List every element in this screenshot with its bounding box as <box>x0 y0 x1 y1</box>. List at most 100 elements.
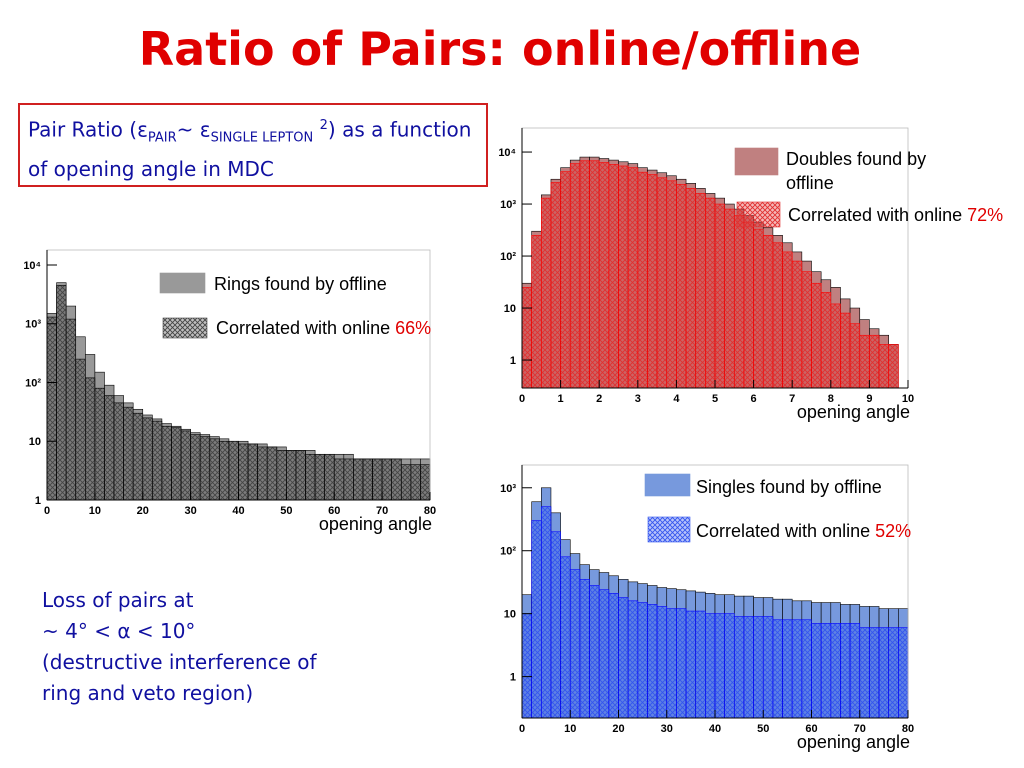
histogram-bar <box>142 417 153 501</box>
x-tick-label: 0 <box>44 505 50 517</box>
histogram-bar <box>888 344 899 389</box>
legend-swatch <box>644 473 691 497</box>
annotation: 52% <box>875 521 912 541</box>
legend-entry: Correlated with online 52% <box>696 519 996 543</box>
x-tick-label: 40 <box>709 723 721 735</box>
histogram-bar <box>801 619 812 719</box>
x-tick-label: 4 <box>673 393 680 405</box>
histogram-bar <box>46 316 57 501</box>
histogram-bar <box>849 323 861 389</box>
note-line: Loss of pairs at <box>42 588 194 612</box>
histogram-bar <box>420 464 431 501</box>
histogram-bar <box>238 443 249 501</box>
histogram-bar <box>772 619 783 719</box>
histogram-bar <box>295 450 306 501</box>
text: ~ ε <box>176 117 211 142</box>
text: Pair Ratio (ε <box>28 117 148 142</box>
y-tick-label: 10⁴ <box>23 260 41 272</box>
histogram-bar <box>782 251 793 389</box>
legend-entry: Rings found by offline <box>214 272 474 296</box>
histogram-bar <box>743 616 754 719</box>
y-tick-label: 10⁴ <box>498 147 516 159</box>
histogram-bar <box>647 174 658 389</box>
histogram-bar <box>869 627 880 719</box>
histogram-bar <box>400 464 412 501</box>
histogram-bar <box>540 197 552 389</box>
histogram-bar <box>666 180 677 389</box>
histogram-bar <box>647 604 658 719</box>
annotation: 66% <box>395 318 432 338</box>
slide-title: Ratio of Pairs: online/offline <box>138 22 862 76</box>
x-axis-label: opening angle <box>797 732 910 752</box>
histogram-bar <box>627 167 639 389</box>
note: Loss of pairs at ~ 4° < α < 10° (destruc… <box>42 585 317 709</box>
histogram-bar <box>743 221 754 389</box>
histogram-bar <box>219 440 230 501</box>
histogram-bar <box>372 458 383 501</box>
subscript: PAIR <box>147 130 177 146</box>
histogram-bar <box>113 402 124 501</box>
histogram-bar <box>569 569 581 719</box>
histogram-bar <box>343 458 354 501</box>
histogram-bar <box>540 506 552 719</box>
histogram-bar <box>830 303 841 389</box>
legend-swatch <box>162 317 208 339</box>
histogram-bar <box>286 450 297 501</box>
x-axis-label: opening angle <box>319 514 432 534</box>
y-tick-label: 10² <box>25 377 41 389</box>
histogram-bar <box>869 334 880 389</box>
legend-swatch <box>159 272 206 294</box>
x-tick-label: 40 <box>232 505 244 517</box>
histogram-bar <box>305 453 316 501</box>
histogram-bar <box>550 182 561 389</box>
y-tick-label: 1 <box>510 672 516 684</box>
histogram-bar <box>521 613 532 719</box>
x-tick-label: 50 <box>757 723 769 735</box>
x-tick-label: 9 <box>866 393 872 405</box>
x-tick-label: 2 <box>596 393 602 405</box>
histogram-bar <box>733 215 745 389</box>
histogram-bar <box>859 334 870 389</box>
x-tick-label: 10 <box>89 505 101 517</box>
histogram-bar <box>85 377 96 501</box>
superscript: 2 <box>319 118 328 133</box>
histogram-bar <box>801 271 812 389</box>
legend-entry: Correlated with online 66% <box>216 316 516 340</box>
x-tick-label: 70 <box>854 723 866 735</box>
x-tick-label: 1 <box>558 393 564 405</box>
histogram-bar <box>521 287 532 389</box>
histogram-bar <box>820 292 832 389</box>
histogram-bar <box>762 235 774 389</box>
histogram-bar <box>579 579 590 719</box>
histogram-bar <box>180 430 191 501</box>
x-tick-label: 10 <box>902 393 914 405</box>
text: ) as a function of opening angle in MDC <box>28 117 472 181</box>
histogram-bar <box>104 395 115 501</box>
histogram-bar <box>695 193 706 389</box>
histogram-bar <box>589 585 600 719</box>
histogram-bar <box>753 616 764 719</box>
x-tick-label: 20 <box>612 723 624 735</box>
histogram-bar <box>840 623 851 719</box>
histogram-bar <box>579 160 590 389</box>
histogram-bar <box>531 520 542 719</box>
histogram-bar <box>859 627 870 719</box>
histogram-bar <box>333 458 345 501</box>
x-tick-label: 50 <box>280 505 292 517</box>
histogram-bar <box>589 160 600 389</box>
histogram-bar <box>724 613 735 719</box>
histogram-bar <box>550 531 561 719</box>
histogram-bar <box>840 312 851 389</box>
x-tick-label: 70 <box>376 505 388 517</box>
histogram-bar <box>608 164 619 389</box>
histogram-bar <box>161 425 172 501</box>
histogram-bar <box>676 183 687 389</box>
histogram-bar <box>123 406 134 501</box>
histogram-bar <box>381 458 392 501</box>
legend-label: Doubles found by offline <box>786 149 927 193</box>
histogram-bar <box>820 623 832 719</box>
histogram-bar <box>878 627 889 719</box>
histogram-bar <box>276 450 287 501</box>
y-tick-label: 10² <box>500 251 516 263</box>
x-axis-label: opening angle <box>797 402 910 422</box>
